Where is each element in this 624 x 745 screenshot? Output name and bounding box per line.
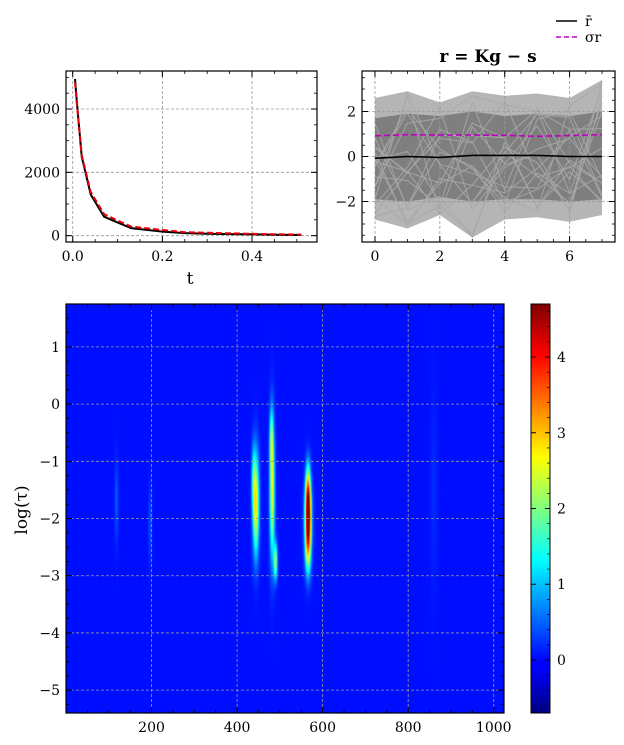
sigma-residual-line <box>374 133 603 138</box>
heatmap-xtick-label: 800 <box>395 720 422 736</box>
heatmap-gridlines <box>66 304 504 713</box>
decay-xtick-label: 0.4 <box>241 249 263 265</box>
heatmap-ytick-label: −3 <box>39 569 60 585</box>
residual-trace <box>374 95 603 187</box>
heatmap-ytick-label: −1 <box>39 454 60 470</box>
residuals-title: r = Kg − s <box>439 47 536 67</box>
residuals-xtick-label: 0 <box>371 249 380 265</box>
colorbar: 0 1 2 3 4 <box>530 303 566 714</box>
heatmap-plot-frame <box>65 303 505 714</box>
residuals-xtick-label: 6 <box>565 249 574 265</box>
heatmap-ytick-label: −2 <box>39 512 60 528</box>
heatmap-xtick-label: 600 <box>309 720 336 736</box>
heatmap-xtick-label: 1000 <box>476 720 512 736</box>
decay-ytick-label: 0 <box>51 229 60 245</box>
heatmap-ytick-label: −5 <box>39 683 60 699</box>
colorbar-tick-label: 1 <box>557 577 566 593</box>
residual-trace <box>374 83 603 212</box>
residual-trace <box>374 100 603 215</box>
heatmap-ytick-label: 1 <box>51 340 60 356</box>
residual-trace <box>374 122 603 209</box>
heatmap-xtick-label: 200 <box>138 720 165 736</box>
residuals-ytick-label: 0 <box>347 150 356 166</box>
residuals-ticks: 0 2 4 6 −2 0 2 <box>335 71 615 265</box>
heatmap-xtick-label: 400 <box>224 720 251 736</box>
decay-gridlines <box>66 71 317 242</box>
residuals-series <box>374 133 603 160</box>
heatmap-ylabel: log(τ) <box>12 485 32 534</box>
decay-red-dashed-line <box>74 82 302 236</box>
residual-trace <box>374 102 603 217</box>
heatmap-panel: 200 400 600 800 1000 1 0 −1 −2 −3 −4 −5 log(τ) <box>12 303 512 736</box>
residuals-ytick-label: −2 <box>335 195 356 211</box>
residual-trace <box>374 113 603 236</box>
heatmap-ytick-label: 0 <box>51 397 60 413</box>
heatmap-image <box>66 304 504 713</box>
colorbar-tick-label: 2 <box>557 502 566 518</box>
residual-trace <box>374 107 603 205</box>
heatmap-ytick-label: −4 <box>39 626 60 642</box>
legend: r̄ σr <box>556 14 602 46</box>
decay-black-line <box>74 78 302 236</box>
residuals-ytick-label: 2 <box>347 105 356 121</box>
decay-series <box>74 78 302 236</box>
decay-panel: 0.0 0.2 0.4 0 2000 4000 t <box>24 70 318 289</box>
residual-trace <box>374 89 603 216</box>
decay-xtick-label: 0.0 <box>62 249 84 265</box>
decay-xlabel: t <box>187 269 194 289</box>
decay-ytick-label: 2000 <box>24 165 60 181</box>
residuals-xtick-label: 4 <box>500 249 509 265</box>
colorbar-tick-label: 3 <box>557 426 566 442</box>
decay-ticks: 0.0 0.2 0.4 0 2000 4000 <box>24 71 317 265</box>
mean-residual-line <box>374 154 602 160</box>
decay-ytick-label: 4000 <box>24 102 60 118</box>
legend-mean-label: r̄ <box>585 14 592 30</box>
residuals-panel: 0 2 4 6 −2 0 2 r = Kg − s r̄ σr <box>335 14 616 265</box>
colorbar-tick-label: 0 <box>557 653 566 669</box>
decay-xtick-label: 0.2 <box>151 249 173 265</box>
residual-trace <box>374 123 603 239</box>
residual-traces <box>374 80 603 239</box>
heatmap-image-wrap <box>66 304 504 713</box>
heatmap-ticks: 200 400 600 800 1000 1 0 −1 −2 −3 −4 −5 <box>39 303 512 736</box>
residual-trace <box>374 112 603 198</box>
colorbar-tick-label: 4 <box>557 350 566 366</box>
legend-sigma-label: σr <box>585 30 602 46</box>
residual-trace <box>374 81 603 216</box>
residual-trace <box>374 91 603 205</box>
colorbar-ticks: 0 1 2 3 4 <box>531 311 566 706</box>
residuals-xtick-label: 2 <box>435 249 444 265</box>
